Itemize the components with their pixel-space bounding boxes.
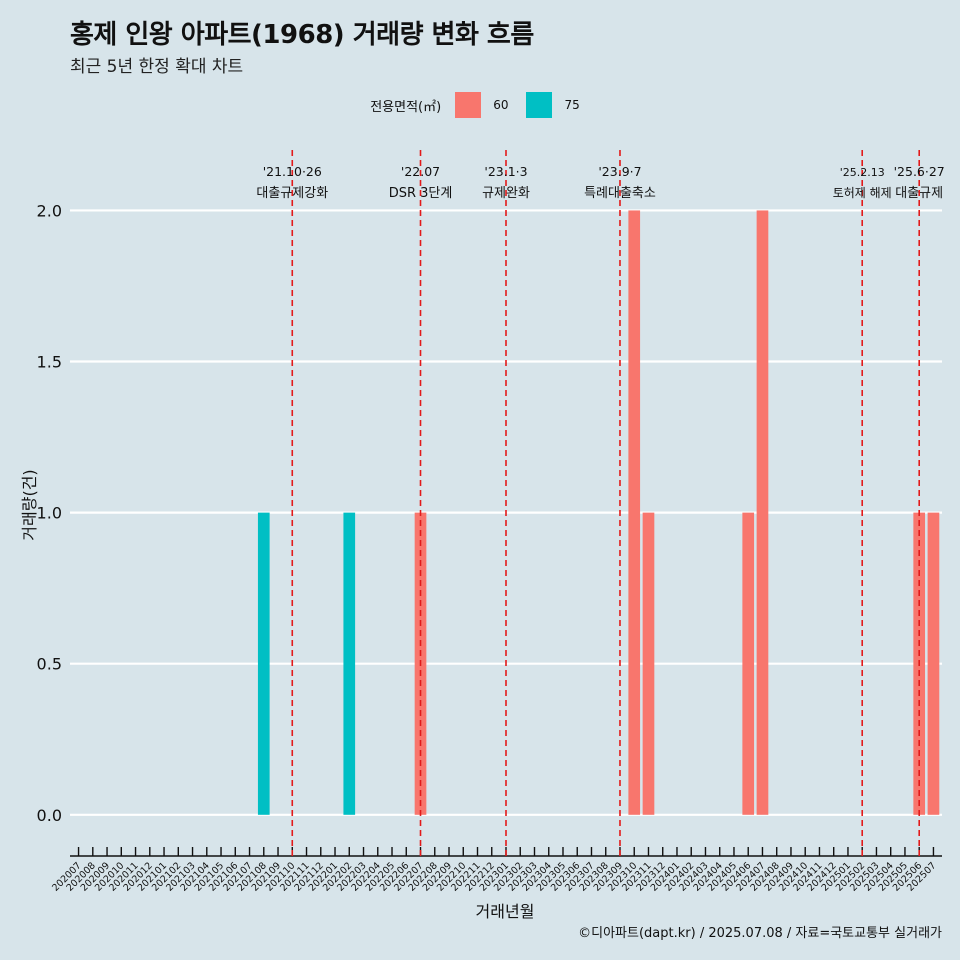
bar-60-202407 <box>756 210 769 815</box>
legend-key-75 <box>526 92 553 118</box>
annotation-date: '23.1·3 <box>484 164 527 179</box>
y-axis-title: 거래량(건) <box>20 469 39 541</box>
chart-title: 홍제 인왕 아파트(1968) 거래량 변화 흐름 <box>70 20 534 50</box>
annotation-label: 대출규제 <box>895 186 943 201</box>
annotation-date: '25.6·27 <box>894 164 945 179</box>
annotation-date: '21.10·26 <box>263 164 322 179</box>
source-caption: ©디아파트(dapt.kr) / 2025.07.08 / 자료=국토교통부 실… <box>578 926 942 941</box>
bar-60-202310 <box>628 210 641 815</box>
annotation-label: DSR 3단계 <box>389 186 453 201</box>
y-tick-label: 1.5 <box>37 353 62 372</box>
legend-key-60 <box>455 92 482 118</box>
annotation-label: 대출규제강화 <box>256 186 328 201</box>
annotation-date: '25.2.13 <box>840 166 885 179</box>
legend: 전용면적(㎡) 60 75 <box>0 92 960 118</box>
bar-60-202311 <box>642 512 655 815</box>
annotation-label: 토허제 해제 <box>833 186 892 200</box>
bar-75-202202 <box>343 512 356 815</box>
y-tick-label: 2.0 <box>37 201 62 220</box>
annotation-label: 특례대출축소 <box>584 186 656 201</box>
bar-60-202507 <box>927 512 940 815</box>
x-axis-title: 거래년월 <box>475 902 535 921</box>
legend-label-75: 75 <box>564 98 580 112</box>
y-tick-label: 0.5 <box>37 655 62 674</box>
legend-title: 전용면적(㎡) <box>370 99 442 115</box>
annotation-date: '23.9·7 <box>598 164 641 179</box>
annotation-label: 규제완화 <box>482 186 530 201</box>
legend-label-60: 60 <box>493 98 509 112</box>
bar-60-202406 <box>742 512 755 815</box>
y-tick-label: 1.0 <box>37 504 62 523</box>
bar-75-202108 <box>257 512 270 815</box>
annotation-date: '22.07 <box>401 164 440 179</box>
chart-subtitle: 최근 5년 한정 확대 차트 <box>70 57 244 77</box>
y-tick-label: 0.0 <box>37 806 62 825</box>
